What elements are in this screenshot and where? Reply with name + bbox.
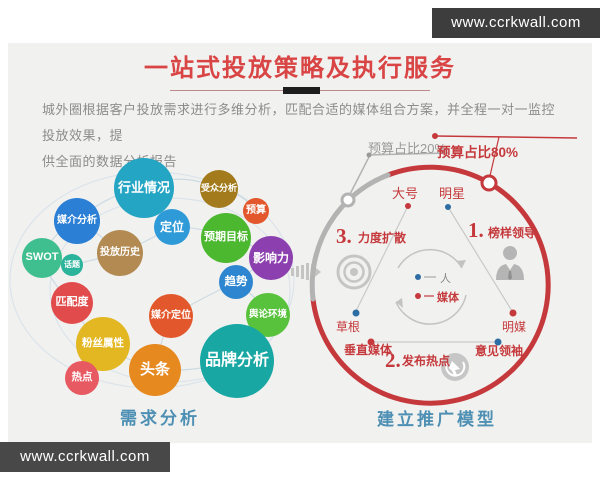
cycle-arrows-icon <box>395 248 467 325</box>
divider-left <box>170 90 283 91</box>
step-2-number: 2. <box>385 348 401 372</box>
triangle-connections <box>355 205 513 343</box>
bubble-industry-overview: 行业情况 <box>114 158 174 218</box>
bubble-placement-history: 投放历史 <box>97 230 143 276</box>
bubble-trend: 趋势 <box>219 265 253 299</box>
legend-marks <box>415 274 436 299</box>
node-vertical-media-label: 垂直媒体 <box>344 343 393 357</box>
divider-center-mark <box>283 87 320 94</box>
dot-big-account <box>405 203 411 209</box>
bubble-match-degree: 匹配度 <box>51 282 93 324</box>
node-star-label: 明星 <box>439 186 466 201</box>
bubble-topic: 话题 <box>61 254 83 276</box>
bubble-expected-goals: 预期目标 <box>201 213 251 263</box>
person-icon <box>496 246 524 280</box>
click-icon <box>441 353 469 381</box>
step-1-number: 1. <box>468 218 484 242</box>
step-2-label: 发布热点 <box>402 354 451 368</box>
bubble-budget: 预算 <box>243 198 269 224</box>
step-3-label: 力度扩散 <box>358 231 407 245</box>
ring-red-arc <box>310 164 551 406</box>
ring-node-gray <box>340 192 356 208</box>
bubble-headlines: 头条 <box>129 344 181 396</box>
ring-node-red <box>480 174 498 192</box>
dot-famous-media <box>509 309 517 317</box>
step-3-number: 3. <box>336 224 352 248</box>
node-famous-media-label: 明媒 <box>502 320 527 334</box>
ring-gray-arc <box>309 172 391 302</box>
page-title: 一站式投放策略及执行服务 <box>144 55 456 82</box>
dot-opinion-leader <box>494 338 502 346</box>
legend-media-label: 媒体 <box>437 292 459 304</box>
divider-right <box>320 90 430 91</box>
left-cluster-caption: 需求分析 <box>120 409 200 428</box>
budget-80-callout <box>432 133 578 181</box>
node-opinion-leader-label: 意见领袖 <box>475 344 524 358</box>
bubble-media-analysis: 媒介分析 <box>54 198 100 244</box>
flow-arrow-icon <box>291 263 321 280</box>
bubble-positioning: 定位 <box>154 209 190 245</box>
bubble-swot: SWOT <box>22 238 62 278</box>
bubble-media-positioning: 媒介定位 <box>149 294 193 338</box>
node-big-account-label: 大号 <box>392 186 419 201</box>
description-line-1: 城外圈根据客户投放需求进行多维分析，匹配合适的媒体组合方案，并全程一对一监控投放… <box>42 102 556 143</box>
step-1-label: 榜样领导 <box>488 226 537 240</box>
description-text: 城外圈根据客户投放需求进行多维分析，匹配合适的媒体组合方案，并全程一对一监控投放… <box>42 97 567 175</box>
budget-20-label: 预算占比20% <box>368 141 447 156</box>
watermark-bottom: www.ccrkwall.com <box>0 442 170 472</box>
node-grassroots-label: 草根 <box>336 320 361 334</box>
dot-grassroots <box>352 309 360 317</box>
budget-20-callout <box>348 152 449 197</box>
dot-vertical-media <box>367 338 375 346</box>
promotion-model-drawing <box>309 133 578 406</box>
bubble-brand-analysis: 品牌分析 <box>200 324 274 398</box>
bubble-hotspot: 热点 <box>65 361 99 395</box>
watermark-top: www.ccrkwall.com <box>432 8 600 38</box>
dot-star <box>445 204 451 210</box>
right-model-caption: 建立推广模型 <box>377 410 497 429</box>
budget-80-label: 预算占比80% <box>437 145 519 160</box>
bubble-audience-analysis: 受众分析 <box>200 170 238 208</box>
bubble-influence: 影响力 <box>249 236 293 280</box>
radar-icon <box>336 254 372 290</box>
legend-people-label: 人 <box>440 273 451 285</box>
